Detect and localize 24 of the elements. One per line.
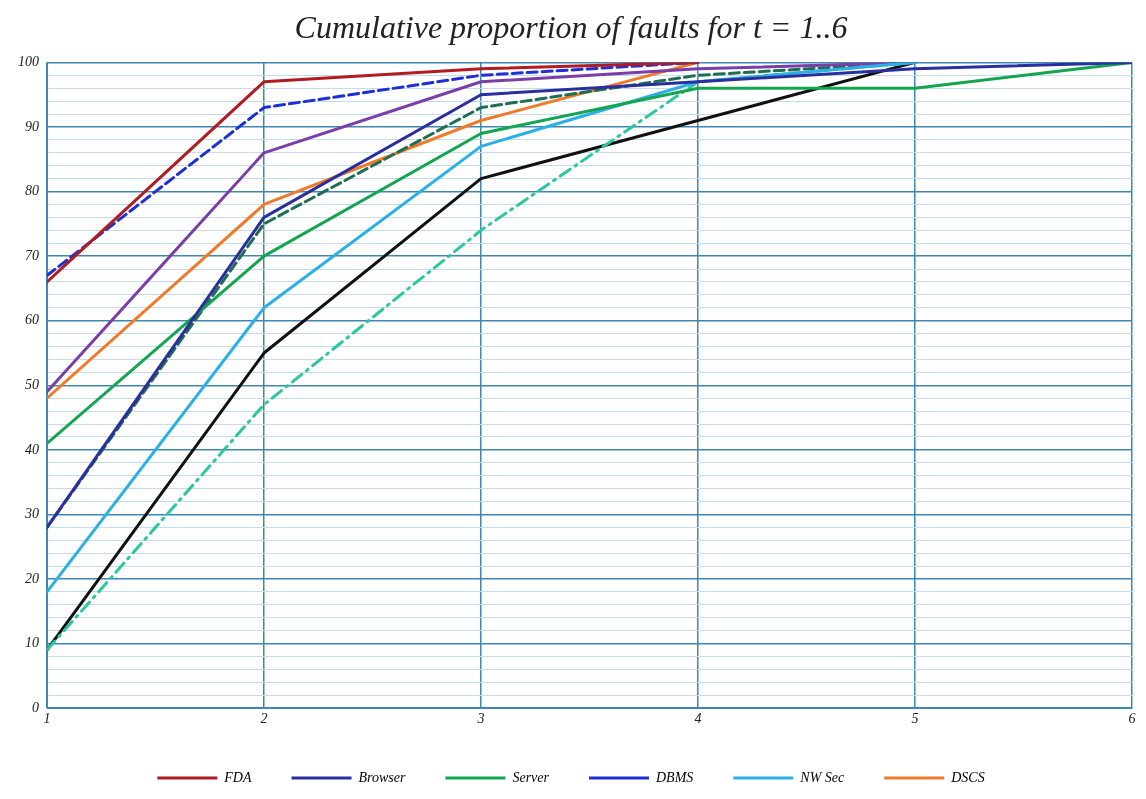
legend-label: DBMS bbox=[654, 769, 694, 785]
chart-title: Cumulative proportion of faults for t = 1..6 bbox=[294, 8, 848, 45]
y-tick-label: 0 bbox=[32, 699, 39, 715]
y-tick-label: 30 bbox=[24, 506, 39, 522]
x-tick-label: 6 bbox=[1128, 711, 1136, 727]
y-tick-label: 10 bbox=[25, 635, 39, 651]
y-tick-label: 100 bbox=[18, 54, 39, 70]
y-tick-label: 60 bbox=[25, 312, 39, 328]
legend-label: DSCS bbox=[950, 769, 985, 785]
legend-label: Server bbox=[512, 769, 550, 785]
x-tick-label: 2 bbox=[260, 711, 268, 727]
legend-label: Browser bbox=[358, 769, 406, 785]
x-tick-label: 4 bbox=[694, 711, 702, 727]
y-tick-label: 70 bbox=[25, 247, 39, 263]
legend-label: NW Sec bbox=[799, 769, 846, 785]
y-tick-label: 50 bbox=[25, 376, 39, 392]
y-tick-label: 80 bbox=[25, 183, 39, 199]
x-tick-label: 1 bbox=[43, 711, 51, 727]
x-tick-label: 5 bbox=[911, 711, 919, 727]
y-tick-label: 90 bbox=[25, 118, 39, 134]
legend-label: FDA bbox=[223, 769, 252, 785]
x-tick-label: 3 bbox=[476, 711, 485, 727]
y-tick-label: 20 bbox=[25, 570, 39, 586]
y-tick-label: 40 bbox=[25, 441, 39, 457]
